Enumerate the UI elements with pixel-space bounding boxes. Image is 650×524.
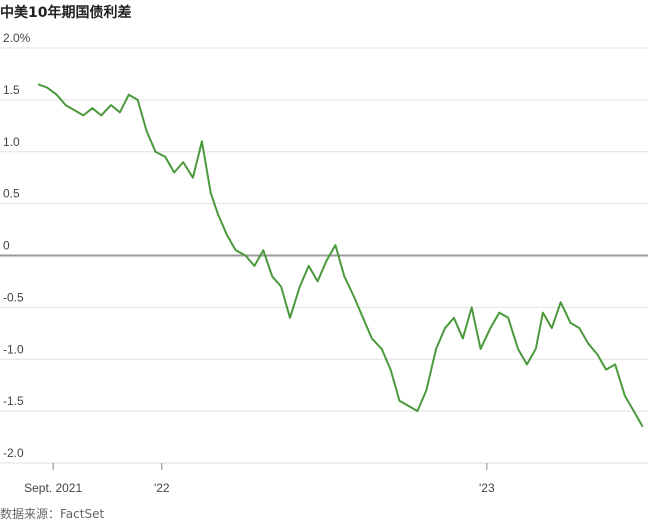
- y-tick-label: 1.5: [3, 83, 20, 97]
- y-axis-ticks: 2.0% 1.5 1.0 0.5 0 -0.5 -1.0 -1.5 -2.0: [3, 31, 31, 460]
- x-tick-label: '22: [154, 481, 170, 495]
- grid-lines: [0, 47, 648, 464]
- source-note: 数据来源：FactSet: [0, 507, 105, 521]
- series-line-0: [37, 83, 644, 428]
- series-lines: [37, 83, 644, 428]
- y-tick-label: -1.0: [3, 342, 24, 356]
- y-tick-label: -2.0: [3, 446, 24, 460]
- chart-title: 中美10年期国债利差: [0, 5, 132, 21]
- y-tick-label: 0: [3, 239, 10, 253]
- y-tick-label: -0.5: [3, 290, 24, 304]
- x-tick-label: '23: [479, 481, 495, 495]
- x-axis-ticks: Sept. 2021 '22 '23: [24, 463, 495, 495]
- y-tick-label: 1.0: [3, 135, 20, 149]
- y-tick-label: 2.0%: [3, 31, 31, 45]
- y-tick-label: 0.5: [3, 187, 20, 201]
- x-tick-label: Sept. 2021: [24, 481, 82, 495]
- y-tick-label: -1.5: [3, 394, 24, 408]
